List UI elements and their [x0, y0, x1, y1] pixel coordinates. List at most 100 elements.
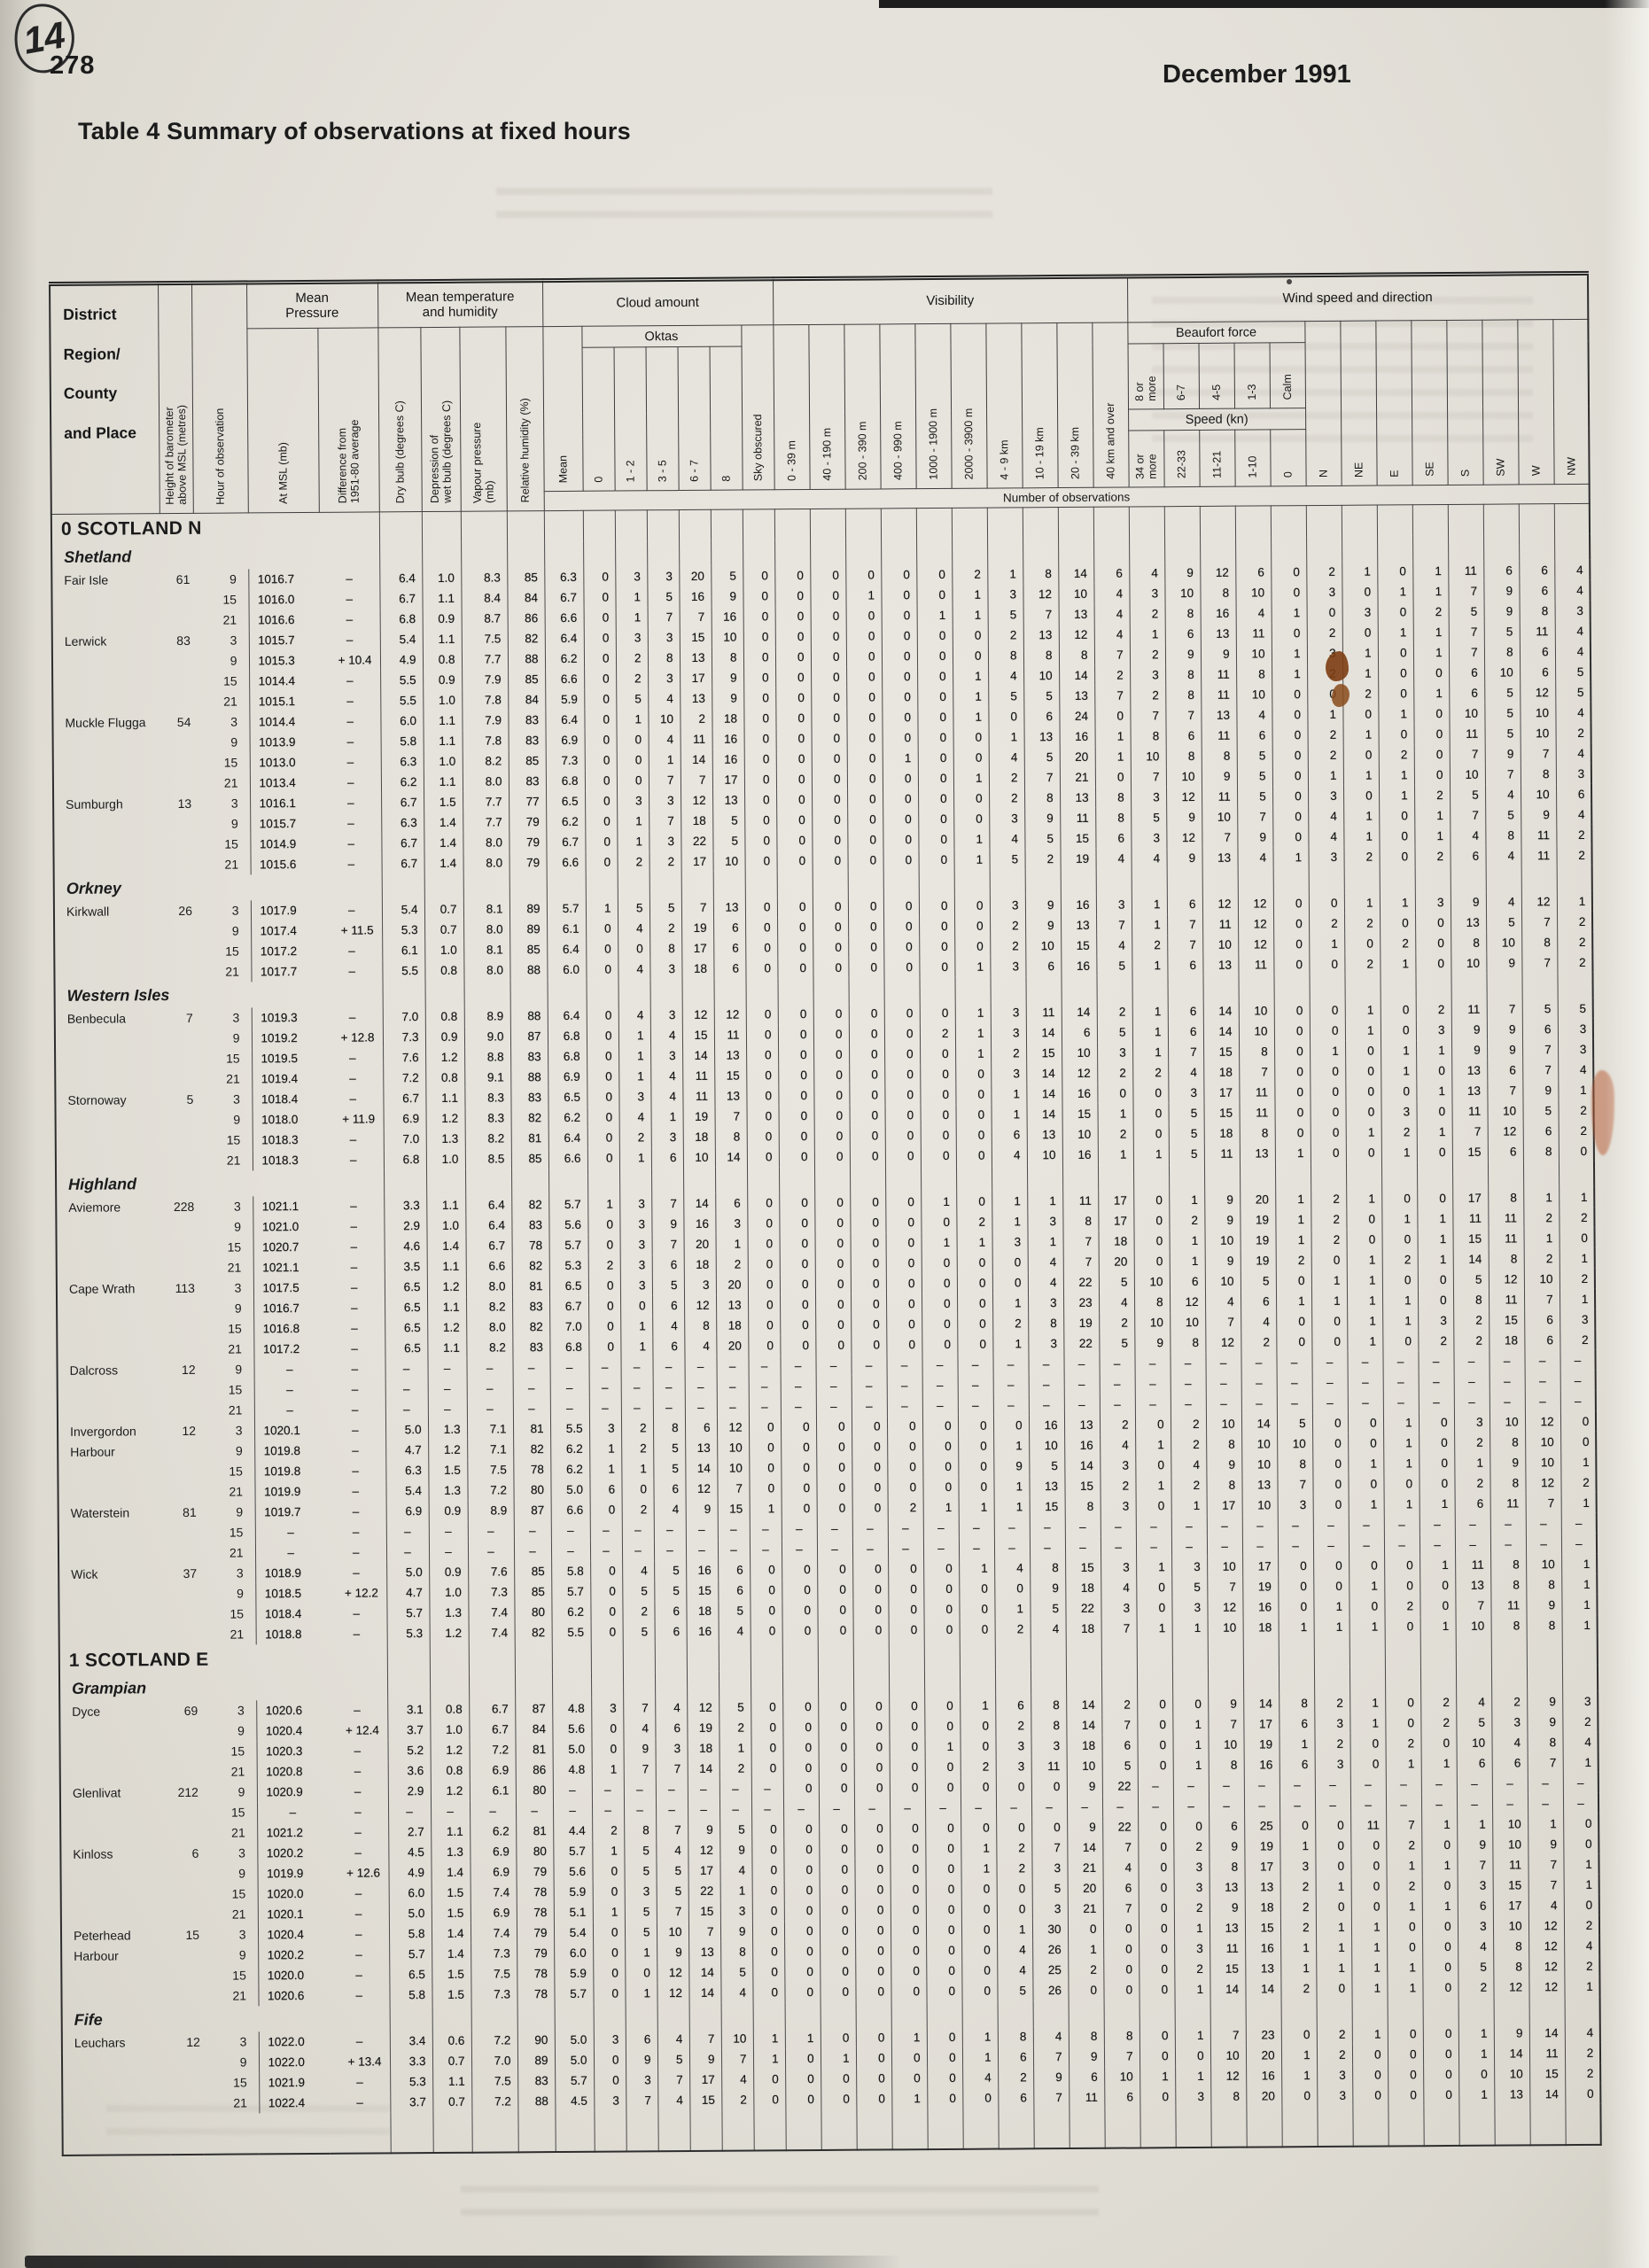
value-cell: 8: [1488, 1247, 1524, 1270]
value-cell: 0: [1140, 2045, 1176, 2066]
grid-cell: [649, 978, 682, 1005]
value-cell: 1: [993, 1475, 1030, 1497]
value-cell: –: [346, 612, 354, 626]
value-cell: –: [348, 1010, 356, 1024]
value-cell: 1: [1377, 580, 1413, 602]
value-cell: 20: [683, 1233, 716, 1254]
value-cell: 4: [1237, 846, 1273, 868]
grid-cell: [994, 1668, 1031, 1696]
value-cell: 3: [992, 1231, 1028, 1253]
value-cell: 1: [1347, 1331, 1383, 1352]
value-cell: 0: [994, 1577, 1031, 1599]
grid-cell: [923, 1669, 961, 1696]
value-cell: 3: [1415, 1019, 1452, 1040]
value-cell: 0.8: [430, 1698, 470, 1720]
value-cell: 8: [1200, 582, 1236, 603]
value-cell: –: [354, 1825, 362, 1839]
value-cell: 0: [917, 747, 953, 768]
value-cell: 1: [1419, 1493, 1455, 1514]
value-cell: 0: [820, 2027, 856, 2048]
value-cell: 4: [989, 827, 1025, 850]
value-cell: 78: [513, 1458, 551, 1480]
value-cell: 7: [1205, 1311, 1241, 1332]
value-cell: 6: [654, 1600, 687, 1621]
value-cell: 6.5: [546, 790, 586, 812]
value-cell: 8: [1236, 663, 1272, 685]
col-height: Height of barometer above MSL (metres): [158, 283, 193, 514]
value-cell: –: [1348, 1514, 1385, 1535]
value-cell: 0: [810, 585, 846, 606]
value-cell: –: [254, 1521, 326, 1542]
value-cell: 7: [1208, 1713, 1244, 1735]
value-cell: 0: [774, 564, 811, 586]
hour-cell: 3: [239, 2034, 247, 2049]
value-cell: 1: [752, 2027, 785, 2048]
value-cell: 0: [1103, 1978, 1140, 2000]
value-cell: 0: [881, 645, 918, 666]
value-cell: 4: [650, 1085, 683, 1107]
value-cell: 0: [1422, 1915, 1458, 1937]
value-cell: 8: [711, 647, 744, 668]
grid-cell: [378, 511, 423, 542]
value-cell: 1: [1523, 1186, 1560, 1208]
value-cell: 2: [1280, 1916, 1317, 1938]
value-cell: 12: [1023, 583, 1059, 604]
value-cell: 21: [1067, 1857, 1103, 1878]
value-cell: 0: [1388, 2063, 1424, 2085]
value-cell: 0: [887, 1435, 923, 1456]
value-cell: 6: [998, 2086, 1034, 2109]
hour-cell: 15: [223, 673, 237, 688]
value-cell: 0: [849, 1084, 885, 1106]
grid-cell: [1024, 868, 1061, 895]
value-cell: 4: [988, 746, 1024, 768]
value-cell: 0: [1419, 1472, 1455, 1494]
value-cell: 4: [1554, 559, 1591, 580]
place-cell: [61, 1986, 169, 2008]
value-cell: 10: [1062, 1042, 1098, 1063]
value-cell: 16: [1062, 1144, 1099, 1165]
value-cell: 0: [855, 2026, 891, 2048]
grid-cell: [614, 509, 648, 541]
value-cell: 10: [1210, 2045, 1247, 2066]
value-cell: 7: [1451, 1121, 1488, 1142]
value-cell: 1.5: [432, 1984, 471, 2005]
value-cell: 0: [1313, 1555, 1350, 1576]
value-cell: 0: [1381, 1187, 1418, 1209]
value-cell: 0: [1422, 1977, 1458, 1998]
value-cell: –: [346, 775, 354, 789]
value-cell: 7: [1237, 805, 1273, 827]
value-cell: 10: [1455, 1615, 1491, 1636]
value-cell: 7: [1094, 684, 1131, 706]
value-cell: 5: [1168, 1143, 1205, 1164]
value-cell: 1017.7: [251, 960, 323, 982]
hour-cell: 15: [229, 1606, 245, 1621]
value-cell: 0: [590, 1581, 623, 1602]
value-cell: 1: [1383, 1493, 1420, 1515]
value-cell: 0: [782, 1558, 818, 1580]
value-cell: 7.6: [383, 1046, 426, 1068]
value-cell: 2: [1173, 1897, 1210, 1918]
value-cell: 14: [1245, 1977, 1281, 2000]
value-cell: 0: [1348, 1473, 1384, 1495]
value-cell: –: [1454, 1513, 1490, 1534]
value-cell: 5.5: [551, 1621, 591, 1643]
value-cell: –: [1100, 1515, 1137, 1537]
value-cell: 0: [1276, 1310, 1312, 1332]
value-cell: 0: [810, 605, 846, 626]
value-cell: 0: [846, 665, 883, 687]
value-cell: 1: [752, 2047, 786, 2069]
value-cell: 0: [747, 1253, 780, 1275]
value-cell: –: [427, 1398, 467, 1419]
value-cell: 16: [1245, 1937, 1281, 1959]
value-cell: 2: [996, 1857, 1032, 1879]
value-cell: 2: [1024, 848, 1061, 869]
value-cell: 2: [1564, 1915, 1600, 1936]
value-cell: 0: [1383, 1472, 1420, 1495]
height-cell: [164, 1109, 198, 1130]
value-cell: 0: [745, 916, 778, 938]
grid-cell: [711, 540, 743, 566]
value-cell: 3: [1095, 893, 1132, 915]
value-cell: 1: [921, 1231, 957, 1253]
value-cell: 0: [775, 727, 812, 749]
value-cell: 15: [1245, 1916, 1281, 1938]
